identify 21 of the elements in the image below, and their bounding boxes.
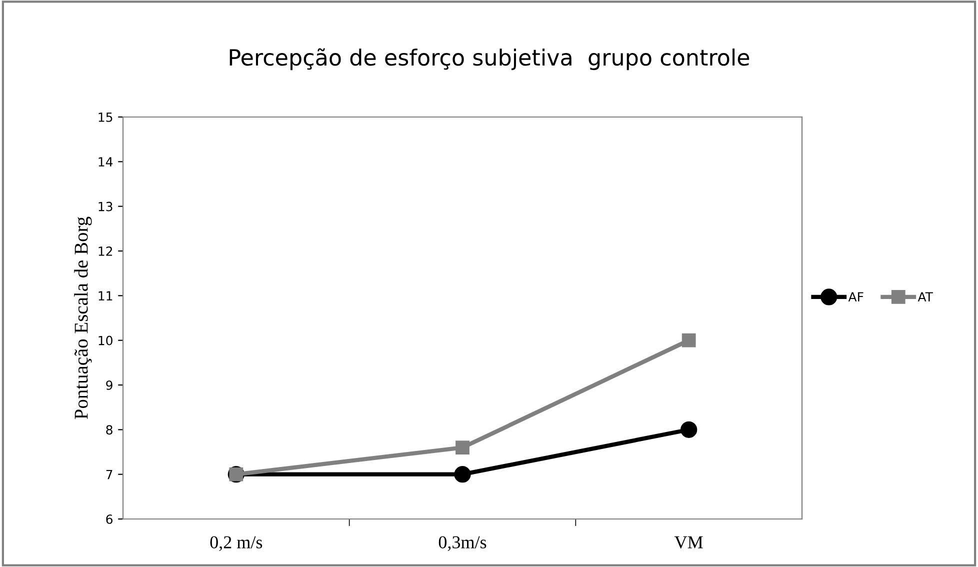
x-tick-label: 0,3m/s <box>438 536 486 551</box>
point <box>682 333 696 348</box>
y-tick-label: 15 <box>98 112 112 122</box>
point <box>454 466 471 483</box>
x-tick-label: VM <box>674 536 703 548</box>
y-tick-label: 7 <box>106 470 112 480</box>
y-tick-label: 10 <box>98 336 112 346</box>
legend-label: AT <box>918 292 933 302</box>
chart-title: Percepção de esforço subjetiva grupo controle <box>230 48 750 70</box>
y-tick-label: 14 <box>98 157 113 166</box>
x-tick-label: 0,2 m/s <box>210 536 262 551</box>
point <box>456 440 470 454</box>
y-axis-title: Pontuação Escala de Borg <box>74 216 92 420</box>
y-tick-label: 6 <box>106 514 112 524</box>
y-tick-label: 9 <box>106 380 112 390</box>
y-tick-label: 12 <box>98 246 112 256</box>
y-tick-label: 13 <box>98 202 112 212</box>
point <box>680 421 698 438</box>
y-tick-label: 8 <box>106 425 112 435</box>
legend-label: AF <box>848 292 864 302</box>
y-tick-label: 11 <box>98 291 112 300</box>
